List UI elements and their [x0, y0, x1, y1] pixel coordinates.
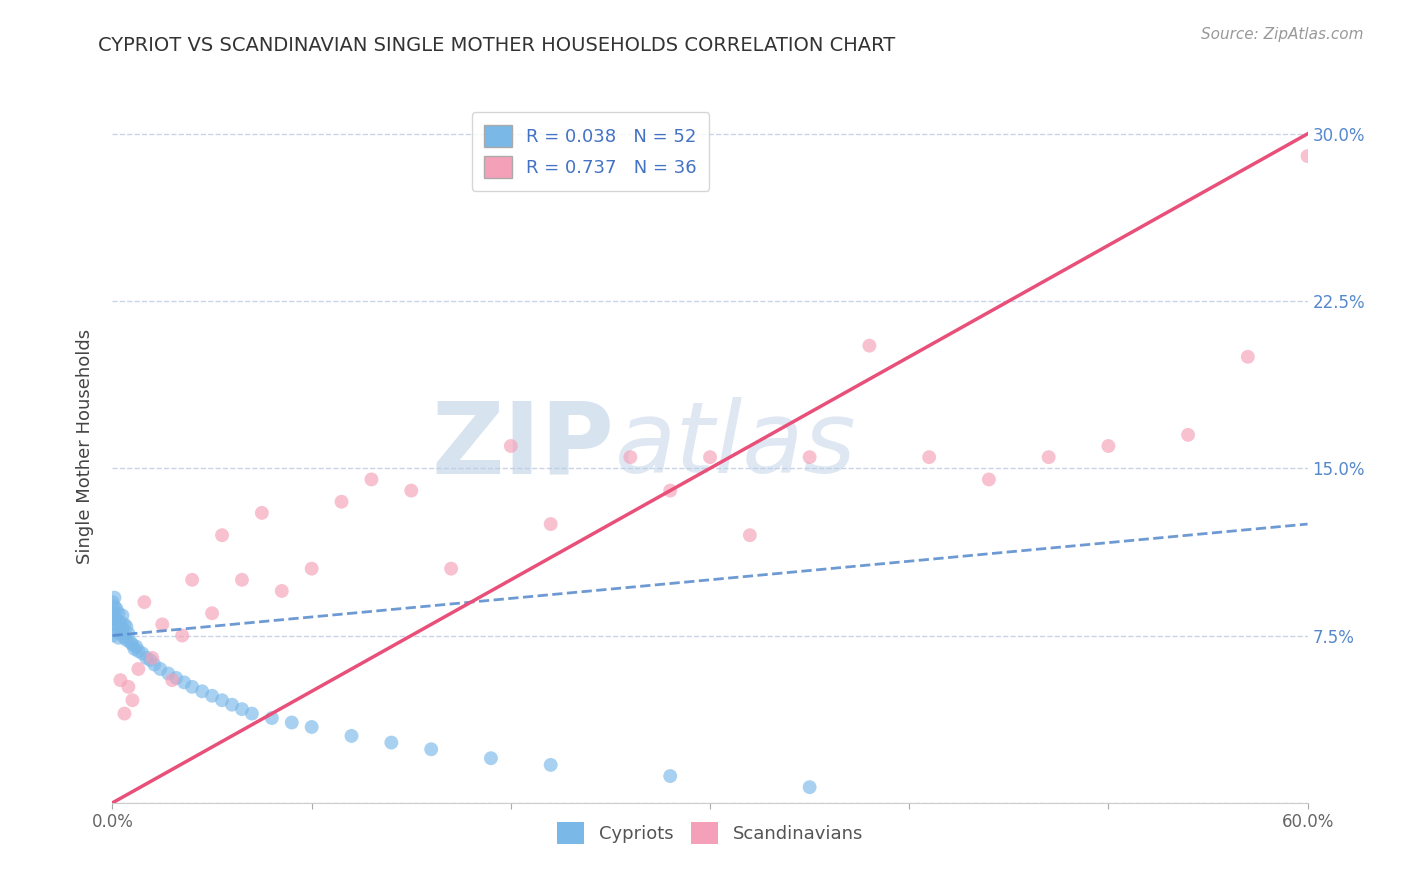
- Scandinavians: [1177, 427, 1199, 442]
- Cypriots: [101, 617, 124, 632]
- Scandinavians: [1296, 149, 1319, 163]
- Cypriots: [103, 591, 125, 605]
- Scandinavians: [401, 483, 423, 498]
- Cypriots: [105, 602, 128, 616]
- Cypriots: [479, 751, 502, 765]
- Cypriots: [191, 684, 214, 698]
- Text: ZIP: ZIP: [432, 398, 614, 494]
- Cypriots: [260, 711, 283, 725]
- Scandinavians: [977, 473, 1000, 487]
- Cypriots: [124, 642, 146, 657]
- Cypriots: [101, 595, 124, 609]
- Cypriots: [115, 633, 138, 648]
- Scandinavians: [134, 595, 156, 609]
- Scandinavians: [330, 494, 353, 508]
- Cypriots: [110, 626, 132, 640]
- Cypriots: [107, 631, 129, 645]
- Scandinavians: [1097, 439, 1119, 453]
- Cypriots: [105, 613, 128, 627]
- Cypriots: [114, 617, 135, 632]
- Cypriots: [107, 607, 129, 621]
- Cypriots: [101, 607, 124, 621]
- Scandinavians: [127, 662, 149, 676]
- Scandinavians: [141, 651, 163, 665]
- Cypriots: [420, 742, 443, 756]
- Cypriots: [157, 666, 180, 681]
- Scandinavians: [172, 628, 194, 642]
- Cypriots: [659, 769, 682, 783]
- Cypriots: [103, 599, 125, 614]
- Scandinavians: [117, 680, 139, 694]
- Cypriots: [165, 671, 187, 685]
- Scandinavians: [499, 439, 522, 453]
- Scandinavians: [110, 673, 132, 687]
- Cypriots: [110, 615, 132, 630]
- Cypriots: [240, 706, 263, 721]
- Scandinavians: [162, 673, 183, 687]
- Scandinavians: [250, 506, 273, 520]
- Cypriots: [221, 698, 243, 712]
- Scandinavians: [1038, 450, 1060, 464]
- Text: atlas: atlas: [614, 398, 856, 494]
- Cypriots: [120, 635, 142, 649]
- Cypriots: [340, 729, 363, 743]
- Scandinavians: [201, 607, 224, 621]
- Scandinavians: [114, 706, 135, 721]
- Cypriots: [281, 715, 304, 730]
- Scandinavians: [918, 450, 941, 464]
- Cypriots: [115, 619, 138, 633]
- Cypriots: [139, 653, 162, 667]
- Cypriots: [111, 622, 134, 636]
- Cypriots: [117, 626, 139, 640]
- Cypriots: [121, 637, 143, 651]
- Cypriots: [149, 662, 172, 676]
- Scandinavians: [440, 562, 463, 576]
- Cypriots: [127, 644, 149, 658]
- Cypriots: [540, 758, 562, 772]
- Cypriots: [181, 680, 204, 694]
- Scandinavians: [301, 562, 323, 576]
- Scandinavians: [121, 693, 143, 707]
- Text: CYPRIOT VS SCANDINAVIAN SINGLE MOTHER HOUSEHOLDS CORRELATION CHART: CYPRIOT VS SCANDINAVIAN SINGLE MOTHER HO…: [98, 36, 896, 54]
- Scandinavians: [619, 450, 641, 464]
- Scandinavians: [699, 450, 721, 464]
- Y-axis label: Single Mother Households: Single Mother Households: [76, 328, 94, 564]
- Cypriots: [301, 720, 323, 734]
- Text: Source: ZipAtlas.com: Source: ZipAtlas.com: [1201, 27, 1364, 42]
- Cypriots: [105, 622, 128, 636]
- Scandinavians: [360, 473, 382, 487]
- Scandinavians: [1237, 350, 1260, 364]
- Cypriots: [380, 735, 402, 749]
- Scandinavians: [231, 573, 253, 587]
- Scandinavians: [738, 528, 761, 542]
- Cypriots: [173, 675, 195, 690]
- Cypriots: [231, 702, 253, 716]
- Scandinavians: [540, 516, 562, 531]
- Cypriots: [799, 780, 821, 795]
- Cypriots: [103, 610, 125, 624]
- Cypriots: [111, 608, 134, 623]
- Scandinavians: [150, 617, 173, 632]
- Cypriots: [114, 631, 135, 645]
- Cypriots: [143, 657, 166, 672]
- Scandinavians: [858, 338, 880, 352]
- Scandinavians: [270, 583, 292, 598]
- Cypriots: [131, 646, 153, 660]
- Cypriots: [135, 651, 157, 665]
- Scandinavians: [799, 450, 821, 464]
- Scandinavians: [659, 483, 682, 498]
- Cypriots: [101, 628, 124, 642]
- Cypriots: [201, 689, 224, 703]
- Scandinavians: [211, 528, 233, 542]
- Cypriots: [107, 619, 129, 633]
- Scandinavians: [181, 573, 204, 587]
- Cypriots: [211, 693, 233, 707]
- Legend: Cypriots, Scandinavians: Cypriots, Scandinavians: [550, 814, 870, 851]
- Cypriots: [125, 640, 148, 654]
